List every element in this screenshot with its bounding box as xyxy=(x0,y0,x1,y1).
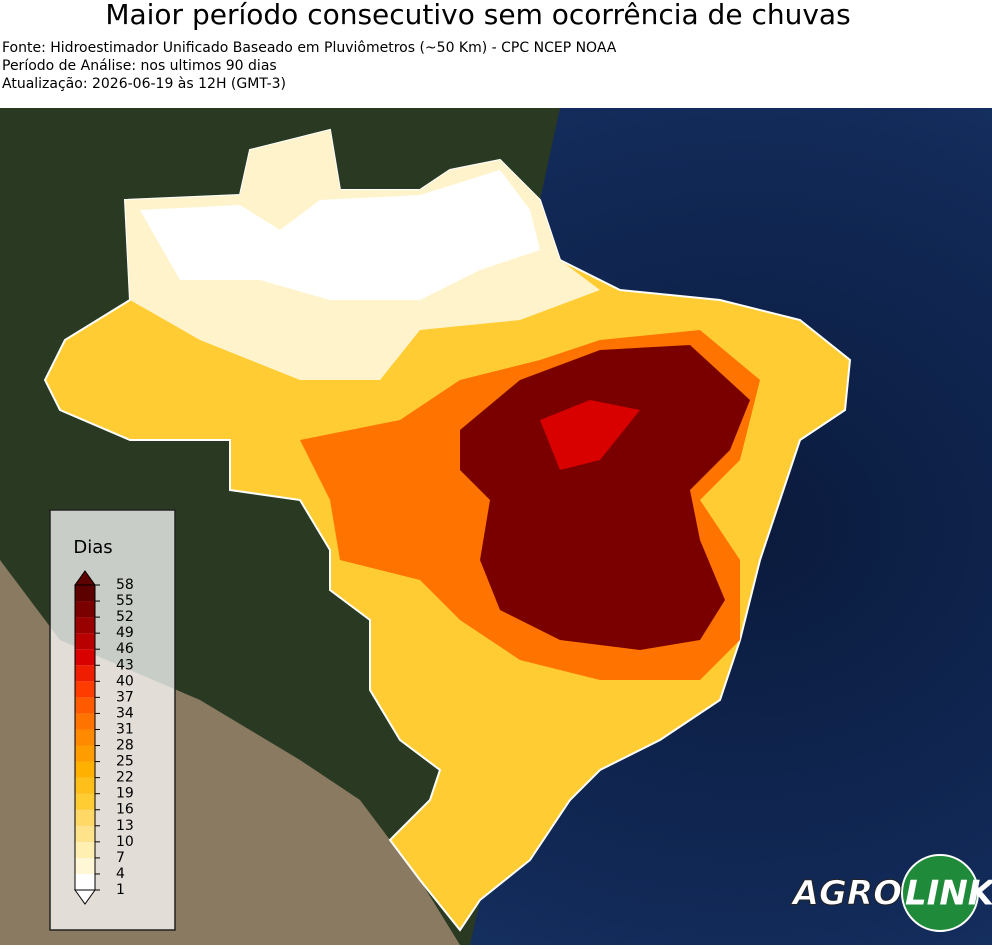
period: Período de Análise: nos ultimos 90 dias xyxy=(2,58,277,74)
tick-label: 37 xyxy=(116,689,134,705)
colorbar-segment xyxy=(75,745,95,762)
colorbar-segment xyxy=(75,617,95,634)
colorbar-segment xyxy=(75,841,95,858)
tick-label: 4 xyxy=(116,866,125,882)
colorbar-segment xyxy=(75,601,95,618)
logo: AGRO LINK xyxy=(789,854,992,932)
tick-label: 34 xyxy=(116,705,134,721)
colorbar-segment xyxy=(75,825,95,842)
update: Atualização: 2026-06-19 às 12H (GMT-3) xyxy=(2,76,286,92)
tick-label: 40 xyxy=(116,673,134,689)
tick-label: 19 xyxy=(116,786,134,802)
title: Maior período consecutivo sem ocorrência… xyxy=(105,0,850,31)
tick-label: 55 xyxy=(116,593,134,609)
legend: Dias 14710131619222528313437404346495255… xyxy=(49,509,176,931)
legend-title: Dias xyxy=(73,537,112,558)
colorbar-frame xyxy=(74,584,96,891)
colorbar-segment xyxy=(75,585,95,602)
tick-label: 43 xyxy=(116,657,134,673)
colorbar-segment xyxy=(75,649,95,666)
tick-label: 16 xyxy=(116,802,134,818)
colorbar-segment xyxy=(75,633,95,650)
tick-label: 46 xyxy=(116,641,134,657)
colorbar-segment xyxy=(75,713,95,730)
colorbar-segment xyxy=(75,809,95,826)
colorbar-segment xyxy=(75,857,95,874)
tick-label: 13 xyxy=(116,818,134,834)
tick-label: 52 xyxy=(116,609,134,625)
tick-label: 22 xyxy=(116,770,134,786)
tick-label: 28 xyxy=(116,738,134,754)
colorbar-segment xyxy=(75,761,95,778)
logo-left: AGRO xyxy=(790,874,902,914)
colorbar-segment xyxy=(75,681,95,698)
tick-label: 10 xyxy=(116,834,134,850)
colorbar-segment xyxy=(75,793,95,810)
colorbar-segment xyxy=(75,777,95,794)
colorbar-segment xyxy=(75,729,95,746)
logo-right: LINK xyxy=(905,874,992,914)
tick-label: 25 xyxy=(116,754,134,770)
tick-label: 1 xyxy=(116,882,125,898)
colorbar-segment xyxy=(75,873,95,890)
tick-label: 7 xyxy=(116,850,125,866)
tick-label: 58 xyxy=(116,577,134,593)
colorbar-segment xyxy=(75,665,95,682)
tick-label: 49 xyxy=(116,625,134,641)
tick-label: 31 xyxy=(116,721,134,737)
source: Fonte: Hidroestimador Unificado Baseado … xyxy=(2,40,617,56)
colorbar-segment xyxy=(75,697,95,714)
